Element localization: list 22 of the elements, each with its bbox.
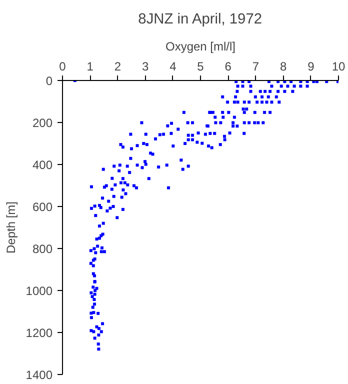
x-tick-label: 4 <box>170 60 177 74</box>
y-tick-label: 400 <box>32 158 53 172</box>
x-tick-label: 8 <box>280 60 287 74</box>
y-tick-label: 600 <box>32 200 53 214</box>
chart-title: 8JNZ in April, 1972 <box>138 12 262 28</box>
x-tick-label: 9 <box>308 60 315 74</box>
y-tick-label: 1000 <box>26 284 53 298</box>
y-axis-title: Depth [m] <box>4 201 18 254</box>
y-tick-label: 1200 <box>26 326 53 340</box>
x-tick-label: 6 <box>224 60 232 74</box>
y-tick-label: 0 <box>46 74 53 88</box>
x-tick-label: 0 <box>59 60 66 74</box>
y-tick-label: 800 <box>32 242 53 256</box>
x-tick-label: 2 <box>114 60 122 74</box>
x-tick-label: 10 <box>332 60 346 74</box>
x-tick-label: 1 <box>86 60 94 74</box>
y-tick-label: 200 <box>32 116 53 130</box>
y-tick-label: 1400 <box>26 368 53 382</box>
x-tick-label: 5 <box>197 60 204 74</box>
x-tick-label: 3 <box>142 60 149 74</box>
x-tick-label: 7 <box>252 60 260 74</box>
x-axis-title: Oxygen [ml/l] <box>165 40 236 54</box>
